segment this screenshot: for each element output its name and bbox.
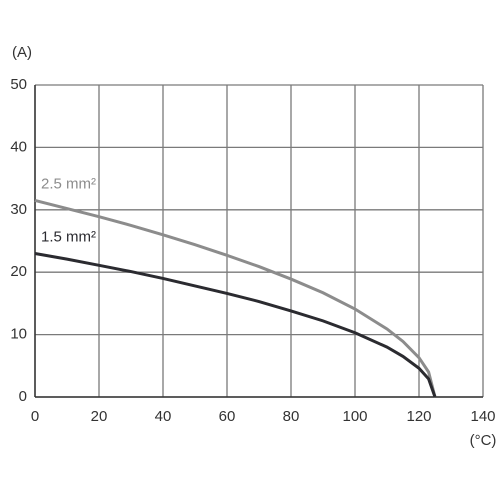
line-series — [34, 252, 437, 398]
x-tick-label: 40 — [155, 408, 172, 425]
y-tick-label: 40 — [10, 138, 27, 155]
x-tick-label: 100 — [342, 408, 367, 425]
x-axis-label: (°C) — [470, 432, 497, 449]
x-tick-label: 0 — [31, 408, 39, 425]
line-series — [34, 198, 437, 398]
x-tick-label: 140 — [470, 408, 495, 425]
x-tick-label: 20 — [91, 408, 108, 425]
y-tick-label: 20 — [10, 263, 27, 280]
y-tick-label: 50 — [10, 76, 27, 93]
y-axis-label: (A) — [12, 44, 32, 61]
x-tick-label: 120 — [406, 408, 431, 425]
y-tick-label: 30 — [10, 201, 27, 218]
series-label: 1.5 mm² — [41, 228, 96, 245]
x-tick-label: 80 — [283, 408, 300, 425]
x-tick-label: 60 — [219, 408, 236, 425]
y-tick-label: 0 — [19, 388, 27, 405]
y-tick-label: 10 — [10, 326, 27, 343]
series-label: 2.5 mm² — [41, 175, 96, 192]
